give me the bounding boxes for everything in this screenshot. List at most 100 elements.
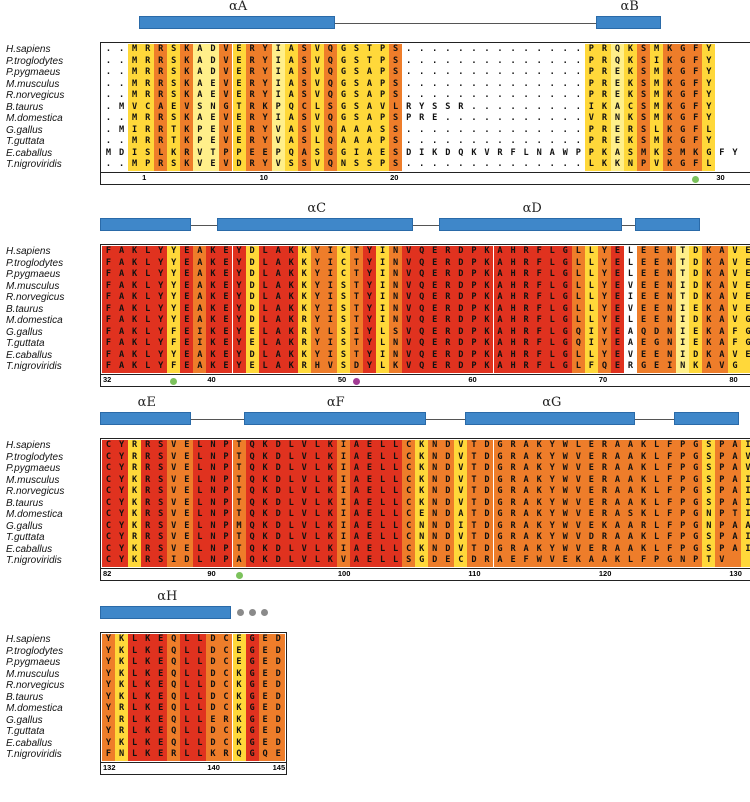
conservation-column [310,44,324,171]
residue: . [406,124,412,135]
residue: F [510,147,516,158]
residue: R [419,113,425,123]
residue: A [627,463,634,473]
species-label: M.musculus [6,474,60,486]
conservation-column [637,246,651,373]
conservation-column [284,246,298,373]
residue: E [184,349,190,360]
residue: F [667,486,673,496]
residue: N [432,474,438,485]
residue: R [601,136,607,146]
residue: L [262,269,268,279]
residue: C [223,691,229,702]
conservation-column [415,246,429,373]
residue: N [393,269,399,279]
residue: . [575,55,581,66]
residue: H [510,280,516,291]
residue: I [680,338,686,348]
residue: R [601,67,607,77]
residue: L [314,486,320,496]
residue: N [419,520,425,531]
residue: . [432,90,438,100]
residue: Y [118,474,125,485]
residue: V [301,440,307,450]
residue: V [223,159,229,169]
residue: K [132,292,138,302]
residue: Y [158,246,164,256]
residue: K [210,338,216,348]
residue: A [614,509,621,519]
species-label: E.caballus [6,737,53,749]
residue: G [562,303,568,314]
residue: D [445,520,451,531]
residue: K [627,113,634,123]
residue: R [510,486,516,496]
residue: K [627,55,634,66]
conservation-column [402,246,416,373]
residue: R [601,440,607,450]
conservation-column [193,440,207,567]
residue: P [680,497,686,508]
residue: E [432,326,438,337]
helix-backbone-line [139,23,662,24]
residue: . [510,55,516,66]
helix-label: αE [137,395,156,410]
residue: K [667,44,673,54]
residue: N [210,440,216,450]
residue: T [471,463,477,473]
residue: C [105,520,112,531]
residue: G [497,543,503,554]
residue: . [105,44,112,54]
conservation-column [402,440,416,567]
residue: T [366,44,373,54]
residue: K [288,303,294,314]
residue: E [236,90,242,100]
species-label: B.taurus [6,101,44,113]
residue: K [262,532,268,542]
residue: Y [549,474,555,485]
species-label: E.caballus [6,349,53,361]
residue: Q [419,280,425,291]
residue: Q [262,749,268,759]
residue: Y [314,338,320,348]
residue: P [379,113,386,123]
residue: . [536,159,542,169]
residue: I [327,303,333,314]
residue: L [288,532,294,542]
conservation-column [180,440,194,567]
residue: K [693,361,699,371]
residue: N [432,509,438,519]
residue: S [640,124,647,135]
residue: Q [171,680,177,690]
residue: A [497,315,503,325]
residue: C [105,463,112,473]
residue: P [379,159,386,169]
residue: K [601,101,607,112]
residue: A [197,44,203,54]
residue: L [197,703,203,713]
residue: E [588,474,594,485]
residue: P [680,486,686,496]
residue: K [419,451,425,462]
residue: G [693,486,699,496]
residue: E [614,303,621,314]
residue: K [262,101,268,112]
residue: K [118,680,125,690]
residue: D [588,532,594,542]
helix-bar [635,218,701,231]
helix-label: αB [620,0,639,14]
residue: R [158,159,164,169]
residue: S [627,509,634,519]
residue: P [223,555,229,565]
residue: V [732,246,738,256]
residue: D [458,326,464,337]
residue: K [236,726,242,736]
residue: V [301,486,307,496]
residue: V [575,543,581,554]
residue: K [627,78,634,89]
residue: A [118,303,125,314]
residue: T [471,520,477,531]
residue: E [184,486,190,496]
residue: Y [366,292,373,302]
residue: C [105,440,112,450]
